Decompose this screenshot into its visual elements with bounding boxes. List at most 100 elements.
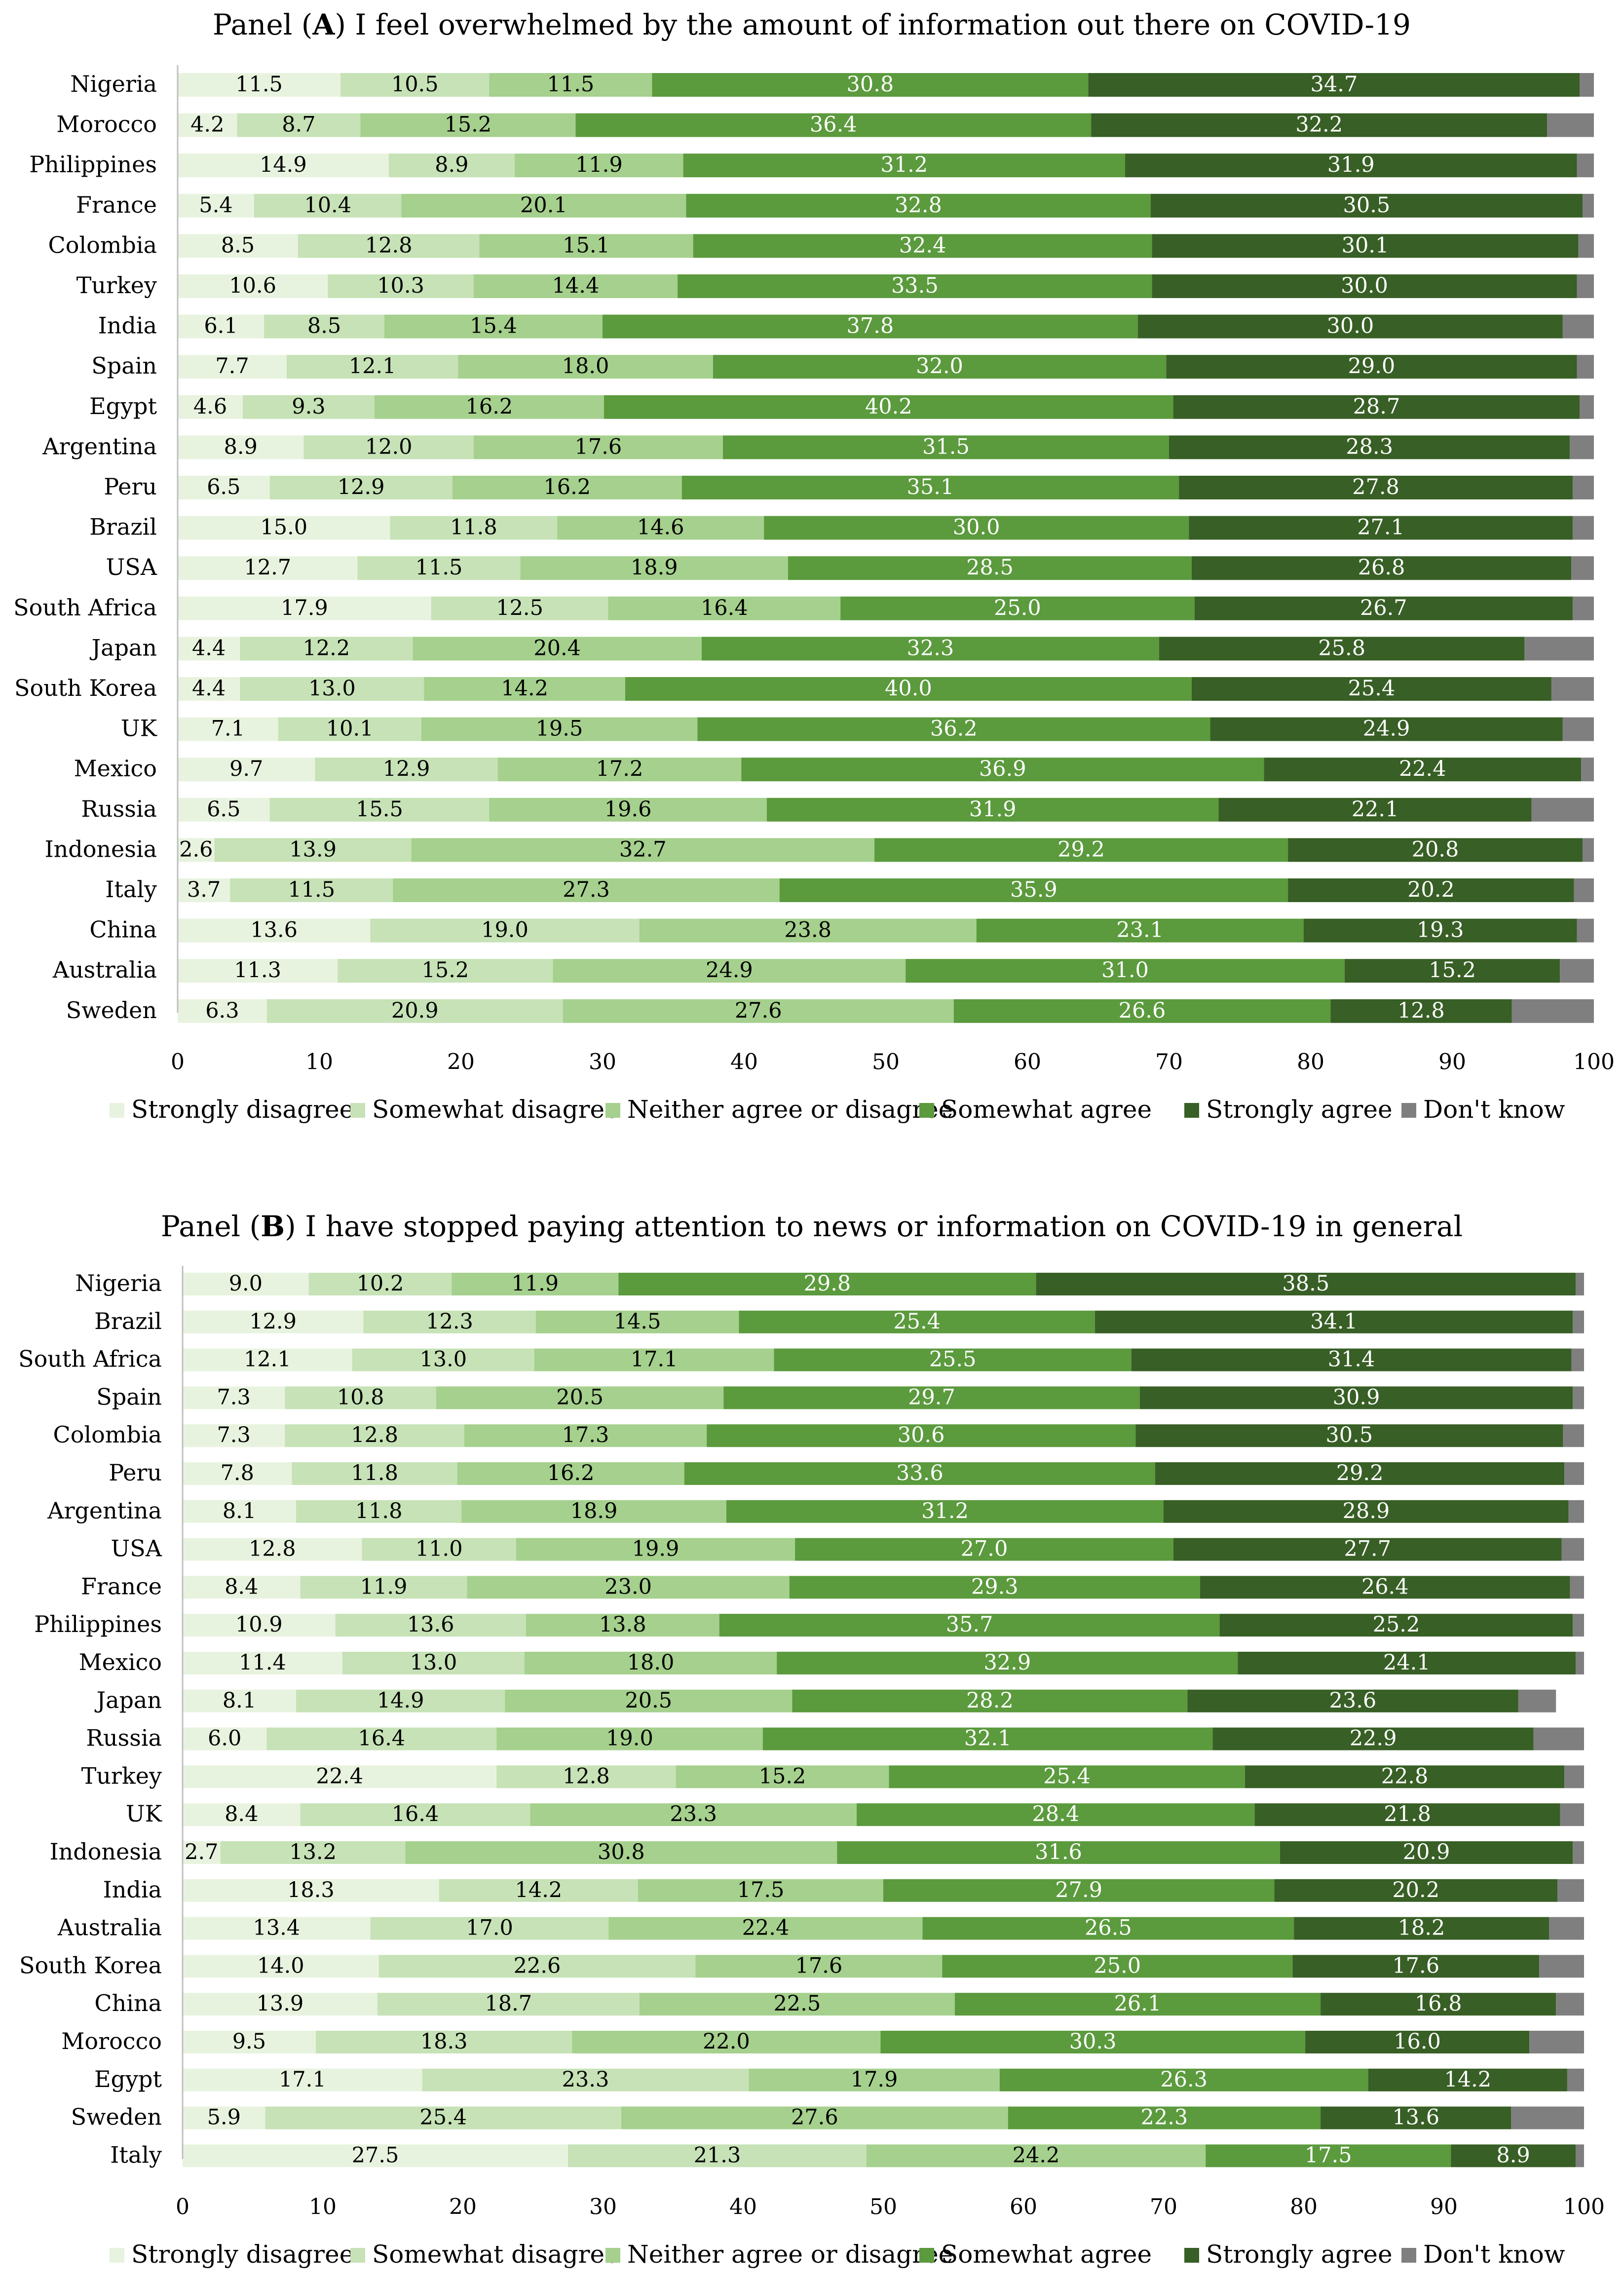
- data-label: 12.0: [365, 434, 413, 459]
- bar-strongly-disagree: [183, 1500, 297, 1523]
- category-label: Mexico: [79, 1649, 162, 1675]
- bar-strongly-agree: [1155, 1462, 1565, 1485]
- bar-neither-agree-or-disagree: [458, 355, 713, 379]
- bar-strongly-agree: [1294, 1917, 1549, 1940]
- bar-don-t-know: [1562, 314, 1594, 339]
- data-label: 18.7: [485, 1991, 532, 2016]
- data-label: 25.0: [994, 596, 1041, 620]
- data-label: 11.5: [415, 555, 463, 580]
- data-label: 33.5: [891, 273, 939, 298]
- data-label: 2.6: [179, 837, 213, 862]
- bar-don-t-know: [1511, 2106, 1584, 2129]
- bar-somewhat-disagree: [230, 878, 393, 902]
- bar-strongly-agree: [1212, 1727, 1534, 1750]
- bar-strongly-disagree: [183, 1273, 309, 1295]
- bar-strongly-disagree: [183, 1955, 379, 1978]
- bar-somewhat-disagree: [431, 596, 608, 620]
- x-tick-label: 90: [1430, 2195, 1458, 2220]
- data-label: 16.2: [547, 1461, 595, 1485]
- bar-strongly-disagree: [178, 556, 358, 580]
- bar-somewhat-disagree: [278, 717, 421, 741]
- bar-row-usa: USA 12.7 11.5 18.9 28.5 26.8: [106, 554, 1594, 580]
- data-label: 6.0: [208, 1726, 241, 1751]
- bar-strongly-disagree: [178, 838, 215, 862]
- bar-neither-agree-or-disagree: [749, 2068, 1000, 2091]
- data-label: 32.2: [1295, 113, 1343, 137]
- bar-somewhat-agree: [976, 918, 1304, 943]
- data-label: 13.6: [250, 918, 298, 943]
- data-label: 12.8: [249, 1537, 296, 1561]
- data-label: 32.0: [916, 354, 963, 379]
- category-label: Australia: [52, 956, 157, 983]
- bar-neither-agree-or-disagree: [638, 1879, 883, 1902]
- data-label: 13.9: [257, 1991, 304, 2016]
- bar-neither-agree-or-disagree: [530, 1803, 857, 1826]
- bar-strongly-disagree: [178, 435, 304, 459]
- bar-somewhat-disagree: [292, 1462, 457, 1485]
- bar-somewhat-disagree: [308, 1273, 452, 1295]
- title-letter: A: [312, 8, 335, 41]
- bar-row-india: India 18.3 14.2 17.5 27.9 20.2: [103, 1876, 1584, 1903]
- bar-somewhat-disagree: [328, 274, 474, 298]
- bar-strongly-disagree: [178, 677, 240, 701]
- bar-strongly-disagree: [183, 2106, 265, 2129]
- bar-somewhat-disagree: [378, 1955, 696, 1978]
- category-label: Egypt: [89, 393, 157, 419]
- data-label: 13.8: [599, 1612, 646, 1637]
- data-label: 32.8: [895, 193, 942, 218]
- x-tick-label: 10: [305, 1050, 333, 1075]
- data-label: 30.8: [847, 72, 894, 97]
- bar-strongly-agree: [1238, 1652, 1576, 1674]
- bar-strongly-agree: [1036, 1273, 1576, 1295]
- bar-row-france: France 5.4 10.4 20.1 32.8 30.5: [76, 191, 1594, 218]
- bar-somewhat-agree: [604, 395, 1173, 419]
- bar-don-t-know: [1577, 918, 1594, 943]
- bar-strongly-agree: [1344, 959, 1560, 983]
- bar-row-china: China 13.9 18.7 22.5 26.1 16.8: [94, 1990, 1584, 2016]
- data-label: 27.1: [1357, 515, 1404, 540]
- bar-neither-agree-or-disagree: [457, 1462, 684, 1485]
- data-label: 29.7: [908, 1385, 955, 1409]
- bar-somewhat-disagree: [357, 556, 521, 580]
- bar-strongly-agree: [1288, 838, 1583, 862]
- bar-strongly-disagree: [183, 2068, 422, 2091]
- category-label: Turkey: [76, 272, 157, 299]
- bar-neither-agree-or-disagree: [639, 918, 977, 943]
- x-tick-label: 80: [1297, 1050, 1324, 1075]
- data-label: 21.3: [694, 2143, 741, 2167]
- bar-somewhat-disagree: [265, 2106, 621, 2129]
- bar-somewhat-disagree: [296, 1689, 505, 1712]
- data-label: 31.9: [1327, 152, 1375, 177]
- data-label: 8.9: [1496, 2143, 1530, 2167]
- bar-somewhat-disagree: [285, 1424, 464, 1447]
- data-label: 27.8: [1352, 475, 1399, 499]
- bar-row-mexico: Mexico 11.4 13.0 18.0 32.9 24.1: [79, 1649, 1584, 1675]
- bar-strongly-agree: [1173, 395, 1580, 419]
- legend-label-somewhat-agree: Somewhat agree: [941, 1095, 1152, 1124]
- data-label: 17.5: [737, 1878, 785, 1902]
- bar-somewhat-agree: [874, 838, 1288, 862]
- data-label: 12.8: [351, 1423, 398, 1447]
- data-label: 25.8: [1318, 636, 1365, 660]
- bar-don-t-know: [1518, 1689, 1556, 1712]
- bar-row-uk: UK 7.1 10.1 19.5 36.2 24.9: [121, 715, 1594, 742]
- data-label: 18.0: [562, 354, 609, 379]
- bar-strongly-disagree: [183, 1879, 439, 1902]
- data-label: 10.5: [391, 72, 439, 97]
- bar-somewhat-agree: [701, 637, 1159, 661]
- bar-neither-agree-or-disagree: [473, 274, 678, 298]
- category-label: Australia: [57, 1914, 162, 1941]
- bar-row-sweden: Sweden 6.3 20.9 27.6 26.6 12.8: [66, 997, 1594, 1024]
- bar-somewhat-agree: [681, 476, 1179, 499]
- x-tick-label: 70: [1155, 1050, 1183, 1075]
- data-label: 31.2: [921, 1499, 969, 1523]
- bar-somewhat-agree: [713, 355, 1167, 379]
- bar-neither-agree-or-disagree: [489, 797, 767, 822]
- bar-strongly-disagree: [178, 193, 254, 218]
- bar-neither-agree-or-disagree: [467, 1576, 790, 1599]
- data-label: 33.6: [896, 1461, 944, 1485]
- bar-somewhat-agree: [678, 274, 1152, 298]
- bar-don-t-know: [1564, 1765, 1584, 1788]
- category-label: China: [89, 916, 157, 943]
